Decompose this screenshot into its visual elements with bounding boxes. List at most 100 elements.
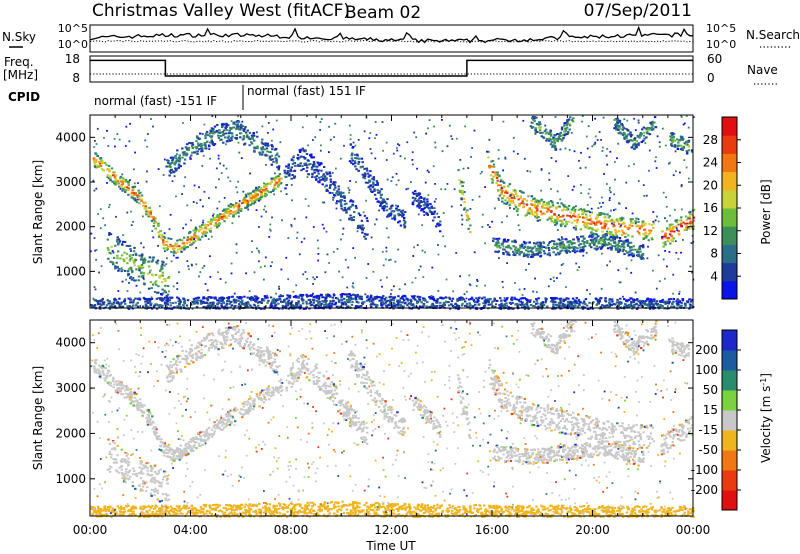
scatter-cell [352,286,355,289]
scatter-cell [674,219,677,222]
cpid-segment-1: normal (fast) -151 IF [94,94,217,108]
scatter-cell [105,304,109,307]
scatter-cell [567,244,570,247]
scatter-cell [532,242,536,245]
scatter-cell [545,203,548,206]
scatter-cell [279,141,282,144]
scatter-cell [163,296,167,299]
scatter-cell [360,295,363,298]
scatter-cell [228,129,231,132]
scatter-cell [401,301,404,304]
scatter-cell [247,204,250,207]
scatter-cell [398,208,401,211]
scatter-cell [188,141,191,144]
scatter-cell [574,246,577,249]
scatter-cell [640,225,643,228]
scatter-cell [513,204,517,207]
scatter-cell [568,246,571,248]
scatter-cell [508,301,512,304]
scatter-cell [237,211,240,214]
scatter-cell [348,207,350,210]
scatter-cell [572,209,575,212]
scatter-cell [152,236,155,239]
scatter-cell [685,225,688,228]
scatter-cell [224,281,227,284]
scatter-cell [600,139,602,141]
scatter-cell [306,159,309,162]
scatter-cell [645,303,648,306]
scatter-cell [244,303,247,306]
scatter-cell [516,208,520,211]
scatter-cell [297,163,300,166]
scatter-cell [411,191,415,194]
scatter-cell [546,210,549,213]
scatter-cell [204,234,207,237]
scatter-cell [222,213,226,216]
scatter-cell [167,245,171,248]
scatter-cell [547,203,550,206]
scatter-cell [112,256,116,259]
scatter-cell [149,210,153,213]
scatter-cell [181,242,185,245]
scatter-cell [277,166,281,169]
scatter-cell [383,205,386,207]
scatter-cell [290,170,293,173]
scatter-cell [202,301,205,304]
scatter-cell [436,223,439,226]
scatter-cell [628,303,631,306]
scatter-cell [527,195,530,198]
scatter-cell [216,214,219,217]
scatter-cell [562,300,565,303]
scatter-cell [350,157,354,160]
scatter-cell [576,247,579,250]
scatter-cell [281,307,284,310]
scatter-cell [420,197,423,199]
scatter-cell [578,302,581,305]
scatter-cell [143,207,146,210]
scatter-cell [533,197,536,200]
scatter-cell [392,152,395,155]
scatter-cell [510,199,513,202]
scatter-cell [689,222,692,225]
scatter-cell [439,230,442,233]
scatter-cell [619,306,622,309]
scatter-cell [286,300,290,303]
scatter-cell [666,227,669,230]
scatter-cell [635,302,638,305]
scatter-cell [340,301,343,304]
scatter-cell [679,223,683,226]
scatter-cell [351,203,354,206]
scatter-cell [242,135,246,137]
scatter-cell [584,298,588,301]
scatter-cell [120,180,123,183]
scatter-cell [246,304,249,307]
scatter-cell [193,236,196,239]
scatter-cell [557,136,561,139]
scatter-cell [341,302,345,305]
scatter-cell [216,124,219,126]
scatter-cell [595,238,598,241]
scatter-cell [200,142,203,145]
scatter-cell [376,200,379,203]
scatter-cell [542,303,545,306]
scatter-cell [539,210,542,213]
scatter-cell [415,200,419,203]
scatter-cell [363,177,367,180]
scatter-cell [295,284,298,287]
scatter-cell [171,159,174,162]
scatter-cell [212,132,215,135]
scatter-cell [562,262,565,265]
scatter-cell [604,297,607,300]
scatter-cell [215,186,217,189]
scatter-cell [107,257,110,260]
scatter-cell [465,297,468,300]
scatter-cell [166,249,169,251]
scatter-cell [484,298,487,301]
scatter-cell [234,210,238,213]
scatter-cell [638,225,641,227]
scatter-cell [496,171,499,174]
scatter-cell [556,245,559,248]
scatter-cell [381,207,384,210]
scatter-cell [488,138,491,141]
scatter-cell [187,265,190,268]
